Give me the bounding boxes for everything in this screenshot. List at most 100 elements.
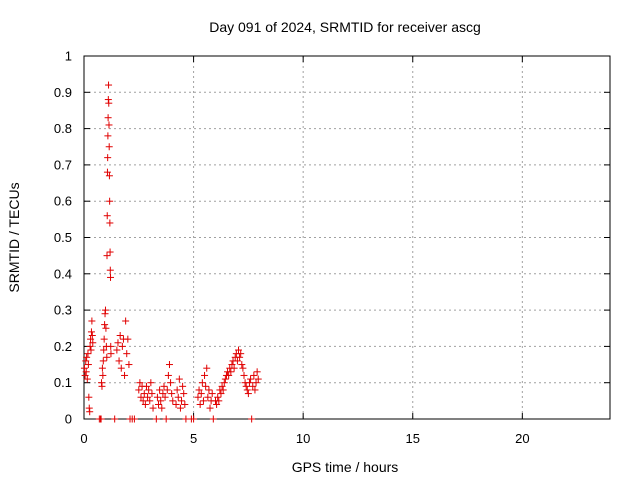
- data-point: [197, 390, 205, 398]
- data-point: [103, 353, 111, 361]
- data-point: [145, 386, 153, 394]
- data-point: [82, 357, 90, 365]
- data-point: [106, 248, 114, 256]
- data-point: [245, 379, 253, 387]
- data-point: [219, 386, 227, 394]
- data-point: [105, 143, 113, 151]
- data-point: [214, 393, 222, 401]
- data-point: [104, 114, 112, 122]
- data-point: [146, 397, 154, 405]
- data-point: [194, 393, 202, 401]
- data-point: [111, 415, 119, 423]
- data-point: [167, 379, 175, 387]
- data-point: [140, 390, 148, 398]
- data-point: [123, 350, 131, 358]
- data-point: [135, 386, 143, 394]
- data-point: [142, 382, 150, 390]
- x-tick-label: 20: [515, 431, 529, 446]
- data-point: [141, 400, 149, 408]
- data-point: [105, 81, 113, 89]
- data-point: [163, 386, 171, 394]
- data-point: [97, 415, 105, 423]
- data-point: [201, 371, 209, 379]
- data-point: [88, 332, 96, 340]
- data-point: [87, 328, 95, 336]
- data-point: [230, 364, 238, 372]
- data-point: [239, 364, 247, 372]
- data-point: [237, 350, 245, 358]
- data-point: [208, 390, 216, 398]
- x-tick-label: 10: [296, 431, 310, 446]
- data-point: [195, 386, 203, 394]
- data-point: [104, 132, 112, 140]
- data-point: [107, 350, 115, 358]
- data-point: [86, 408, 94, 416]
- data-point: [105, 172, 113, 180]
- data-point: [156, 386, 164, 394]
- data-point: [147, 379, 155, 387]
- y-tick-label: 0.8: [54, 121, 72, 136]
- tick-layer: 00.10.20.30.40.50.60.70.80.910 5 10 15 20: [54, 49, 610, 446]
- data-point: [243, 386, 251, 394]
- data-point: [162, 415, 170, 423]
- data-point: [240, 371, 248, 379]
- data-point: [206, 404, 214, 412]
- data-point: [249, 382, 257, 390]
- data-point: [160, 382, 168, 390]
- data-point: [218, 382, 226, 390]
- data-point: [236, 353, 244, 361]
- data-point: [247, 375, 255, 383]
- data-point: [107, 273, 115, 281]
- y-tick-label: 0.7: [54, 157, 72, 172]
- data-point: [198, 379, 206, 387]
- data-point: [106, 219, 114, 227]
- y-tick-label: 0.4: [54, 266, 72, 281]
- data-point: [88, 317, 96, 325]
- data-point: [122, 317, 130, 325]
- data-point: [98, 382, 106, 390]
- data-point: [106, 197, 114, 205]
- data-point: [104, 154, 112, 162]
- data-point: [168, 390, 176, 398]
- x-axis-label: GPS time / hours: [292, 459, 399, 475]
- data-point: [220, 379, 228, 387]
- data-point: [164, 371, 172, 379]
- data-point: [165, 361, 173, 369]
- data-point: [101, 321, 109, 329]
- data-point: [153, 393, 161, 401]
- data-point: [190, 415, 198, 423]
- data-point: [161, 393, 169, 401]
- data-point: [82, 368, 90, 376]
- data-point: [84, 350, 92, 358]
- y-tick-label: 0.5: [54, 230, 72, 245]
- data-point: [254, 375, 262, 383]
- data-point: [139, 397, 147, 405]
- data-point: [180, 390, 188, 398]
- data-point: [84, 361, 92, 369]
- data-point: [235, 346, 243, 354]
- data-point: [87, 346, 95, 354]
- data-point: [238, 361, 246, 369]
- data-point: [101, 306, 109, 314]
- data-point: [81, 371, 89, 379]
- data-point: [124, 335, 132, 343]
- data-point: [80, 364, 88, 372]
- data-point: [205, 386, 213, 394]
- data-point: [106, 266, 114, 274]
- data-point: [250, 371, 258, 379]
- y-tick-label: 0.6: [54, 194, 72, 209]
- data-point: [136, 379, 144, 387]
- data-points: [80, 81, 262, 423]
- data-point: [105, 121, 113, 129]
- data-point: [244, 390, 252, 398]
- data-point: [204, 393, 212, 401]
- data-point: [215, 397, 223, 405]
- data-point: [114, 339, 122, 347]
- data-point: [99, 357, 107, 365]
- data-point: [125, 361, 133, 369]
- data-point: [227, 368, 235, 376]
- data-point: [196, 400, 204, 408]
- data-point: [181, 400, 189, 408]
- data-point: [209, 415, 217, 423]
